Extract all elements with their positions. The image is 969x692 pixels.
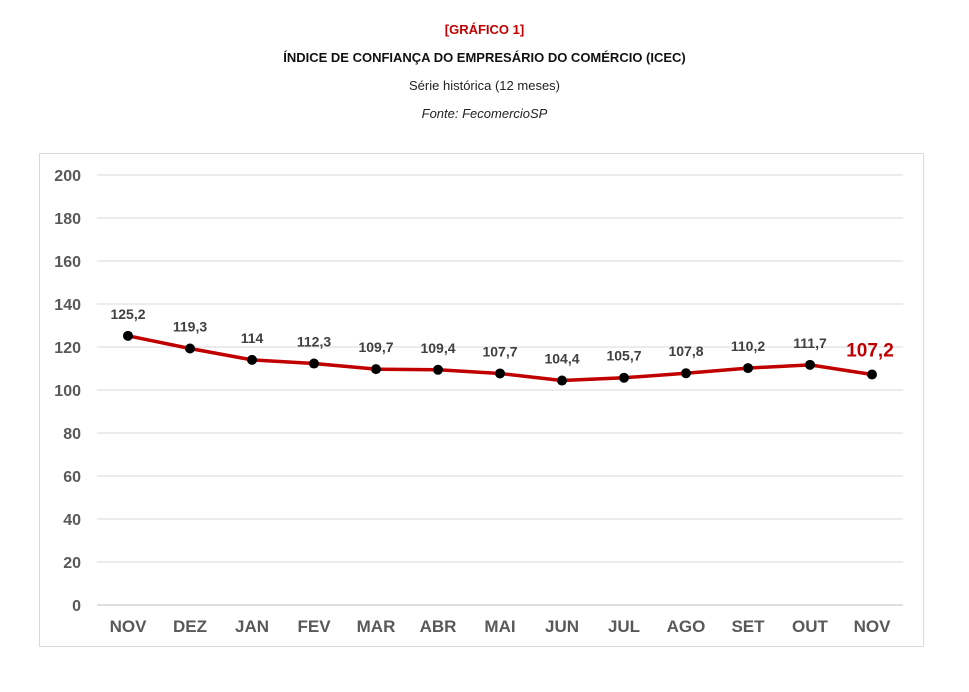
data-point bbox=[309, 358, 319, 369]
x-tick-label: FEV bbox=[297, 617, 331, 636]
data-point bbox=[619, 372, 629, 383]
x-tick-label: ABR bbox=[420, 617, 457, 636]
y-tick-label: 180 bbox=[54, 211, 81, 228]
data-point bbox=[371, 364, 381, 375]
x-tick-label: DEZ bbox=[173, 617, 207, 636]
x-tick-label: SET bbox=[731, 617, 765, 636]
data-point bbox=[743, 363, 753, 374]
x-tick-label: MAI bbox=[484, 617, 515, 636]
y-axis: 0 20 40 60 80 100 120 140 160 180 200 bbox=[54, 168, 81, 615]
y-tick-label: 60 bbox=[63, 469, 81, 486]
x-tick-label: MAR bbox=[357, 617, 396, 636]
y-tick-label: 100 bbox=[54, 383, 81, 400]
x-tick-label: NOV bbox=[854, 617, 892, 636]
data-point bbox=[557, 375, 567, 386]
y-tick-label: 120 bbox=[54, 340, 81, 357]
chart-frame bbox=[39, 153, 924, 647]
x-tick-label: JAN bbox=[235, 617, 269, 636]
data-point bbox=[433, 364, 443, 375]
data-label: 109,4 bbox=[420, 340, 455, 356]
data-point bbox=[123, 330, 133, 341]
data-labels: 125,2 119,3 114 112,3 109,7 109,4 107,7 104,4 10… bbox=[110, 306, 893, 367]
data-label: 105,7 bbox=[606, 348, 641, 364]
chart-tag: [GRÁFICO 1] bbox=[444, 22, 525, 37]
y-tick-label: 20 bbox=[63, 555, 81, 572]
data-label: 114 bbox=[241, 330, 264, 346]
y-tick-label: 160 bbox=[54, 254, 81, 271]
data-label: 112,3 bbox=[297, 334, 331, 350]
data-point bbox=[681, 368, 691, 379]
y-tick-label: 140 bbox=[54, 297, 81, 314]
chart-title: ÍNDICE DE CONFIANÇA DO EMPRESÁRIO DO COM… bbox=[283, 50, 686, 65]
data-label: 110,2 bbox=[731, 338, 765, 354]
x-tick-label: NOV bbox=[110, 617, 148, 636]
data-point bbox=[247, 354, 257, 365]
data-label: 104,4 bbox=[544, 351, 579, 367]
data-label: 107,7 bbox=[482, 343, 517, 359]
y-tick-label: 40 bbox=[63, 512, 81, 529]
y-tick-label: 80 bbox=[63, 426, 81, 443]
chart-subtitle: Série histórica (12 meses) bbox=[409, 78, 560, 93]
series-icec bbox=[123, 330, 877, 386]
data-label: 125,2 bbox=[110, 306, 145, 322]
y-tick-label: 0 bbox=[72, 598, 81, 615]
data-point bbox=[495, 368, 505, 379]
data-point bbox=[185, 343, 195, 354]
data-label: 119,3 bbox=[173, 319, 207, 335]
data-point bbox=[867, 369, 877, 380]
chart-source: Fonte: FecomercioSP bbox=[421, 106, 548, 121]
x-tick-label: JUL bbox=[608, 617, 640, 636]
x-tick-label: AGO bbox=[667, 617, 706, 636]
grid-lines bbox=[97, 174, 903, 606]
data-label: 109,7 bbox=[358, 339, 393, 355]
x-tick-label: JUN bbox=[545, 617, 579, 636]
data-label: 111,7 bbox=[793, 335, 827, 351]
y-tick-label: 200 bbox=[54, 168, 81, 185]
data-point bbox=[805, 359, 815, 370]
x-axis: NOV DEZ JAN FEV MAR ABR MAI JUN JUL AGO SET OUT NOV bbox=[110, 617, 892, 636]
data-label: 107,8 bbox=[668, 343, 703, 359]
x-tick-label: OUT bbox=[792, 617, 829, 636]
data-label-highlight: 107,2 bbox=[846, 341, 894, 362]
